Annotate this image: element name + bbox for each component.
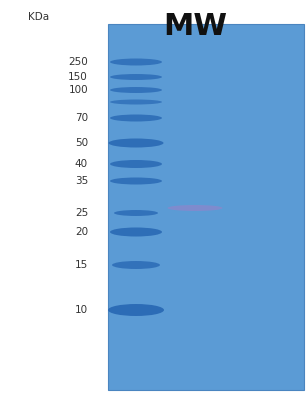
Text: 50: 50 (75, 138, 88, 148)
Ellipse shape (109, 138, 163, 147)
Text: 100: 100 (68, 85, 88, 95)
Ellipse shape (110, 74, 162, 80)
Ellipse shape (110, 59, 162, 66)
Text: 25: 25 (75, 208, 88, 218)
Text: KDa: KDa (28, 12, 49, 22)
Ellipse shape (167, 205, 222, 211)
Text: 150: 150 (68, 72, 88, 82)
Ellipse shape (110, 228, 162, 237)
Ellipse shape (110, 178, 162, 184)
Text: 20: 20 (75, 227, 88, 237)
Bar (108, 24, 304, 390)
Ellipse shape (110, 114, 162, 121)
Text: 10: 10 (75, 305, 88, 315)
Text: 70: 70 (75, 113, 88, 123)
Ellipse shape (110, 160, 162, 168)
Text: 40: 40 (75, 159, 88, 169)
Text: MW: MW (163, 12, 227, 41)
Text: 15: 15 (75, 260, 88, 270)
Ellipse shape (108, 304, 164, 316)
Ellipse shape (114, 210, 158, 216)
Ellipse shape (110, 99, 162, 105)
Text: 35: 35 (75, 176, 88, 186)
Text: 250: 250 (68, 57, 88, 67)
Ellipse shape (110, 87, 162, 93)
Ellipse shape (112, 261, 160, 269)
